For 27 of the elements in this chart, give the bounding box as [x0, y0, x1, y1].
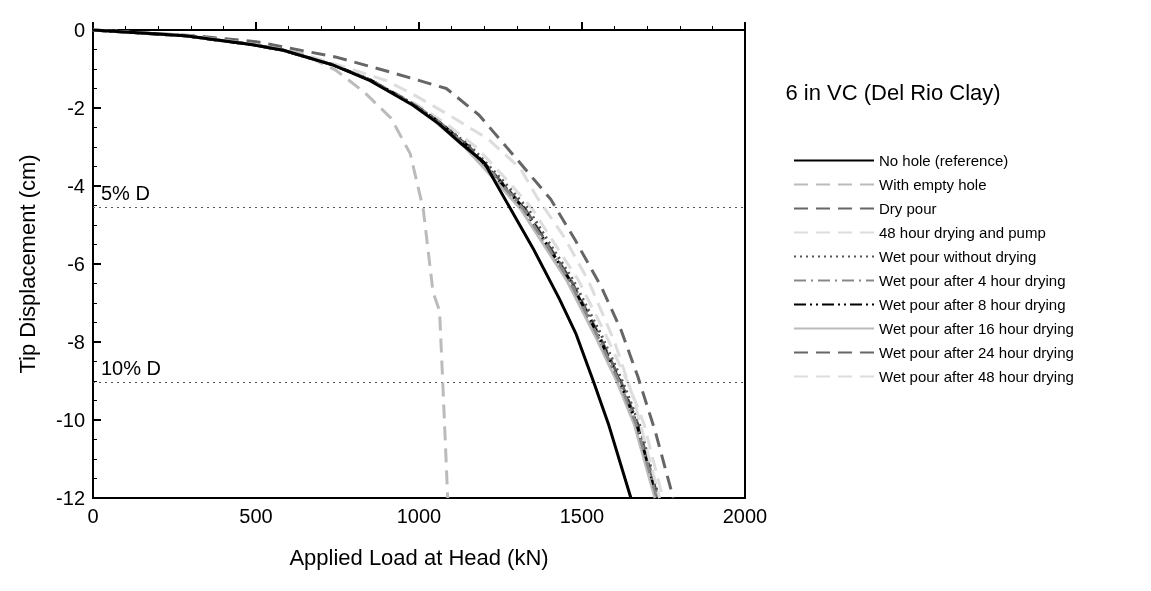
x-tick-label: 1500: [559, 505, 605, 527]
text: Wet pour after 16 hour drying: [879, 320, 1074, 337]
text: Wet pour after 48 hour drying: [879, 368, 1074, 385]
text: Wet pour without drying: [879, 248, 1037, 265]
x-axis-title: Applied Load at Head (kN): [289, 544, 549, 570]
text: Wet pour after 24 hour drying: [879, 344, 1074, 361]
ref-line-label: 5% D: [101, 182, 150, 205]
text: With empty hole: [879, 176, 987, 193]
y-tick-label: -12: [56, 487, 85, 509]
x-tick-label: 0: [87, 505, 99, 527]
legend-title: 6 in VC (Del Rio Clay): [785, 79, 1001, 105]
y-tick-label: -8: [67, 331, 85, 353]
text: Dry pour: [879, 200, 937, 217]
text: 48 hour drying and pump: [879, 224, 1046, 241]
x-tick-label: 1000: [396, 505, 442, 527]
ref-line-label: 10% D: [101, 357, 162, 380]
y-tick-label: -6: [67, 253, 85, 275]
x-tick-label: 2000: [722, 505, 768, 527]
y-tick-label: 0: [73, 19, 85, 41]
text: No hole (reference): [879, 152, 1009, 169]
y-tick-label: -4: [67, 175, 85, 197]
y-tick-label: -10: [56, 409, 85, 431]
y-tick-label: -2: [67, 97, 85, 119]
y-axis-title: Tip Displacement (cm): [14, 154, 40, 374]
text: Wet pour after 4 hour drying: [879, 272, 1066, 289]
x-tick-label: 500: [239, 505, 273, 527]
text: Wet pour after 8 hour drying: [879, 296, 1066, 313]
